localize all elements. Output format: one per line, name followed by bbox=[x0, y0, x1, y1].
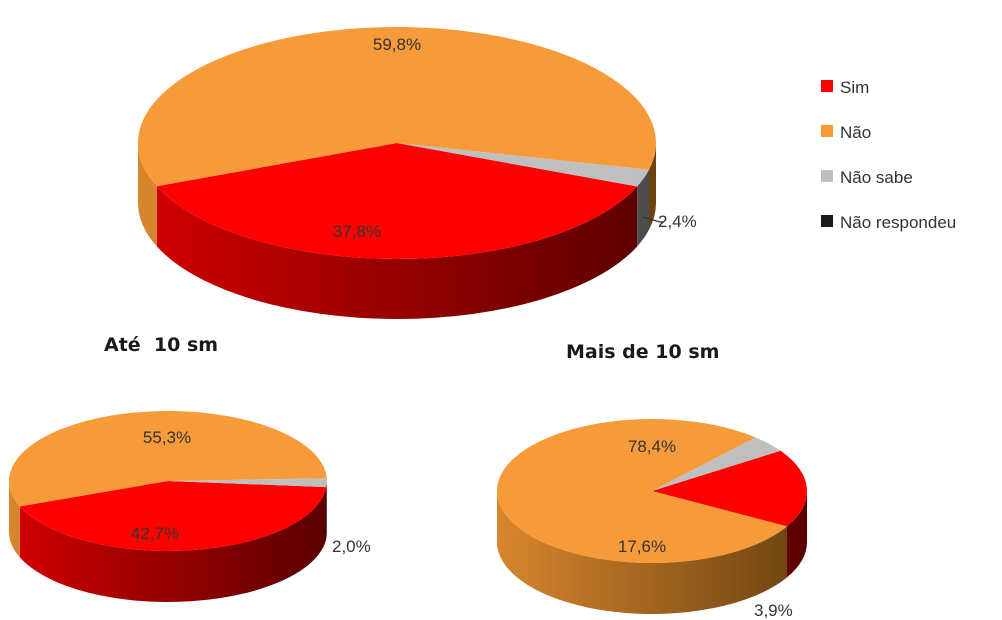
data-label-sim: 37,8% bbox=[333, 222, 381, 241]
pie-slice-nao bbox=[9, 411, 327, 507]
legend-label-nao-respondeu: Não respondeu bbox=[840, 213, 956, 232]
chart-title-mais-de-10-sm: Mais de 10 sm bbox=[566, 341, 719, 363]
pie-side-nao bbox=[9, 481, 20, 558]
data-label-nao: 55,3% bbox=[143, 428, 191, 447]
pie-slice-nao-sabe bbox=[652, 437, 781, 491]
pie-side-sim bbox=[787, 491, 807, 578]
legend-item-sim: Sim bbox=[821, 78, 869, 97]
chart-title-ate-10-sm: Até 10 sm bbox=[104, 334, 218, 356]
pie-slice-nao bbox=[496, 419, 788, 563]
pie-side-nao-sabe bbox=[637, 169, 649, 247]
legend-label-nao-sabe: Não sabe bbox=[840, 168, 913, 187]
pie-side-sim bbox=[156, 186, 638, 319]
pie-chart-total: 37,8% 59,8% 2,4% bbox=[138, 26, 697, 319]
data-label-nao-sabe: 2,4% bbox=[658, 212, 697, 231]
legend-label-nao: Não bbox=[840, 123, 871, 142]
leader-line bbox=[642, 216, 664, 223]
pie-side-nao bbox=[648, 143, 656, 230]
legend-item-nao-sabe: Não sabe bbox=[821, 168, 913, 187]
data-label-nao-sabe: 3,9% bbox=[754, 601, 793, 620]
pie-side-sim bbox=[19, 487, 327, 603]
legend-swatch-sim bbox=[821, 80, 833, 92]
pie-slice-sim bbox=[652, 450, 808, 527]
legend-item-nao: Não bbox=[821, 123, 871, 142]
legend-swatch-nao bbox=[821, 125, 833, 137]
data-label-nao: 59,8% bbox=[373, 35, 421, 54]
legend-label-sim: Sim bbox=[840, 78, 869, 97]
legend-swatch-nao-sabe bbox=[821, 170, 833, 182]
legend-swatch-nao-respondeu bbox=[821, 215, 833, 227]
pie-slice-nao-sabe bbox=[168, 478, 328, 488]
pie-side-nao bbox=[497, 491, 788, 615]
pie-side-nao bbox=[138, 143, 157, 247]
legend-item-nao-respondeu: Não respondeu bbox=[821, 213, 956, 232]
pie-slice-sim bbox=[19, 481, 327, 551]
data-label-sim: 42,7% bbox=[131, 524, 179, 543]
pie-slice-nao bbox=[138, 26, 657, 187]
pie-side-nao-sabe bbox=[326, 481, 327, 539]
pie-slice-nao-sabe bbox=[397, 143, 649, 187]
pie-chart-mais-de-10-sm: 17,6% 78,4% 3,9% bbox=[496, 419, 808, 620]
pie-slice-sim bbox=[156, 143, 638, 260]
pie-chart-ate-10-sm: 42,7% 55,3% 2,0% bbox=[9, 411, 371, 603]
legend: Sim Não Não sabe Não respondeu bbox=[821, 78, 956, 232]
data-label-nao: 78,4% bbox=[628, 437, 676, 456]
data-label-nao-sabe: 2,0% bbox=[332, 537, 371, 556]
data-label-sim: 17,6% bbox=[618, 537, 666, 556]
